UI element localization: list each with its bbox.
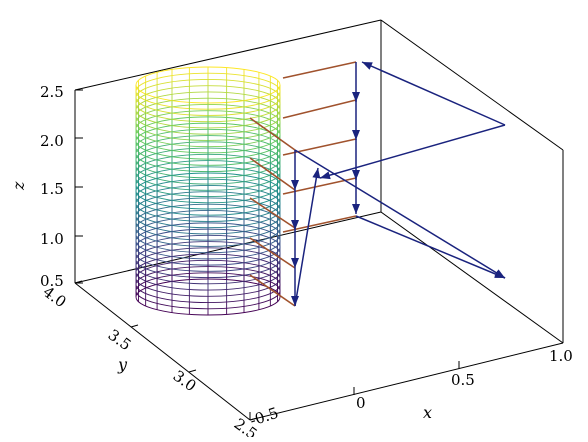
arrow-head — [352, 204, 360, 214]
x-tick-label: 0 — [356, 394, 366, 412]
x-tick-label: 1.0 — [549, 347, 573, 365]
arrow-head — [362, 62, 373, 70]
arrow-head — [291, 220, 299, 230]
quiver-arrows — [291, 61, 506, 307]
arrow-head — [291, 180, 299, 190]
rod — [249, 274, 296, 307]
x-tick-label: -0.5 — [248, 404, 281, 430]
z-axis-label: z — [9, 181, 28, 191]
x-axis-label: x — [423, 403, 432, 422]
rod — [249, 157, 296, 191]
y-tick — [74, 280, 83, 284]
arrow-head — [291, 258, 299, 268]
y-tick — [130, 324, 139, 328]
rod — [249, 237, 296, 269]
rod — [249, 117, 296, 151]
y-axis-label: y — [117, 355, 128, 374]
arrow-shaft — [319, 124, 506, 179]
rod — [249, 197, 296, 229]
arrow-head — [494, 270, 505, 278]
box-edge — [380, 19, 564, 151]
arrow-head — [320, 171, 331, 180]
horizontal-rods — [249, 61, 357, 307]
box-edge — [74, 19, 382, 91]
arrow-shaft — [355, 215, 506, 279]
arrow-shaft — [361, 61, 506, 126]
arrow-head — [352, 170, 360, 180]
x-axis: -0.5 0 0.5 1.0 x — [248, 347, 573, 430]
rod — [282, 138, 357, 156]
rod — [282, 61, 357, 79]
z-tick-label: 0.5 — [40, 272, 64, 290]
box-edge — [249, 342, 564, 421]
rod — [282, 99, 357, 119]
box-edge — [74, 211, 382, 284]
arrow-head — [312, 168, 321, 179]
arrow-head — [352, 92, 360, 102]
x-tick-label: 0.5 — [451, 371, 475, 389]
axes-box-back — [74, 19, 564, 344]
box-edge — [74, 282, 251, 421]
y-tick-label: 3.5 — [105, 326, 135, 355]
arrow-head — [352, 130, 360, 140]
arrow-shaft — [294, 149, 506, 279]
arrow-shaft — [294, 167, 319, 307]
y-tick-label: 3.0 — [170, 367, 200, 396]
axes-box-front — [74, 89, 564, 421]
box-edge — [380, 211, 564, 344]
z-axis: 0.5 1.0 1.5 2.0 2.5 z — [9, 83, 64, 290]
z-tick-label: 2.0 — [40, 132, 64, 150]
y-tick — [188, 369, 197, 373]
z-tick-label: 1.0 — [40, 230, 64, 248]
cylinder-mesh — [135, 66, 281, 316]
z-tick-label: 1.5 — [40, 180, 64, 198]
z-tick-label: 2.5 — [40, 83, 64, 101]
y-axis: 2.5 3.0 3.5 4.0 y — [40, 283, 261, 442]
y-tick — [249, 417, 258, 421]
